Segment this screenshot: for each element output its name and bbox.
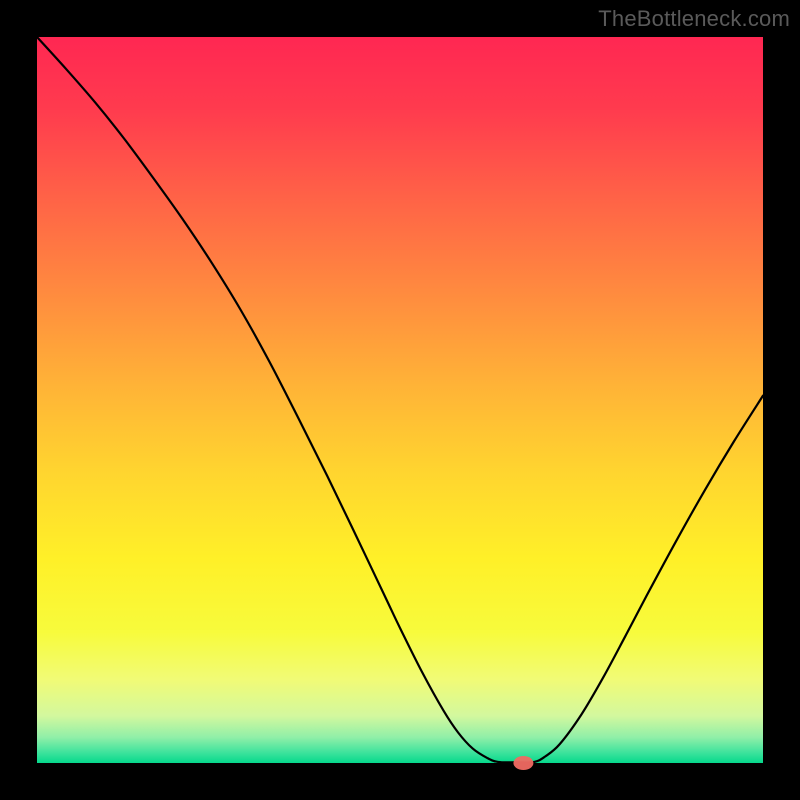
watermark-text: TheBottleneck.com: [598, 6, 790, 32]
chart-plot-area: [37, 37, 763, 763]
chart-container: TheBottleneck.com: [0, 0, 800, 800]
optimal-point-marker: [513, 756, 533, 770]
bottleneck-curve-chart: [0, 0, 800, 800]
